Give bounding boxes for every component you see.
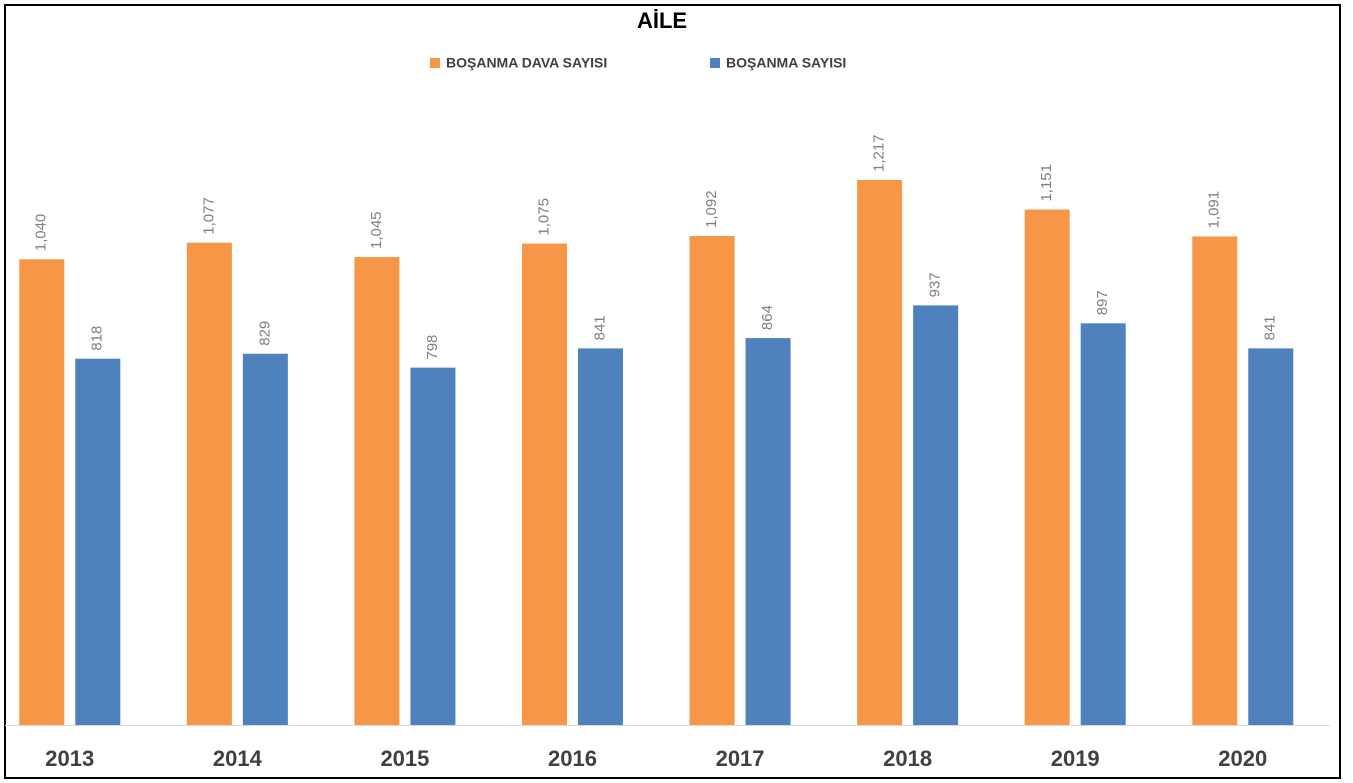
bar	[186, 242, 232, 726]
bar	[521, 243, 567, 725]
data-label: 829	[256, 321, 273, 346]
data-label: 841	[591, 315, 608, 340]
bar	[242, 353, 288, 725]
bar	[745, 338, 791, 725]
bar	[689, 235, 735, 725]
bar	[857, 180, 903, 725]
bar	[354, 257, 400, 725]
x-tick-label: 2014	[213, 746, 263, 771]
x-tick-label: 2018	[883, 746, 932, 771]
legend-swatch	[710, 58, 720, 68]
x-tick-label: 2019	[1051, 746, 1100, 771]
bar	[19, 259, 65, 725]
x-tick-label: 2015	[380, 746, 429, 771]
data-label: 1,077	[200, 197, 217, 235]
data-label: 798	[424, 335, 441, 360]
x-tick-label: 2020	[1218, 746, 1267, 771]
chart-title: AİLE	[637, 8, 687, 33]
x-tick-label: 2013	[45, 746, 94, 771]
data-label: 1,092	[703, 190, 720, 228]
data-label: 897	[1094, 290, 1111, 315]
data-label: 937	[927, 272, 944, 297]
legend-label: BOŞANMA SAYISI	[726, 55, 846, 71]
data-label: 1,045	[368, 211, 385, 249]
data-label: 841	[1262, 315, 1279, 340]
bar	[577, 348, 623, 725]
x-tick-label: 2016	[548, 746, 597, 771]
bar	[75, 358, 121, 725]
data-label: 1,151	[1038, 164, 1055, 202]
bar	[1248, 348, 1294, 725]
data-label: 818	[89, 326, 106, 351]
data-label: 1,217	[871, 134, 888, 172]
x-tick-label: 2017	[716, 746, 765, 771]
data-label: 1,040	[33, 214, 50, 252]
bar	[913, 305, 959, 725]
data-label: 864	[759, 305, 776, 330]
legend-label: BOŞANMA DAVA SAYISI	[446, 55, 607, 71]
data-label: 1,075	[535, 198, 552, 236]
legend-swatch	[430, 58, 440, 68]
bar	[1192, 236, 1238, 725]
data-label: 1,091	[1206, 191, 1223, 229]
bar	[410, 367, 456, 725]
bar	[1024, 209, 1070, 726]
bar	[1080, 323, 1126, 725]
